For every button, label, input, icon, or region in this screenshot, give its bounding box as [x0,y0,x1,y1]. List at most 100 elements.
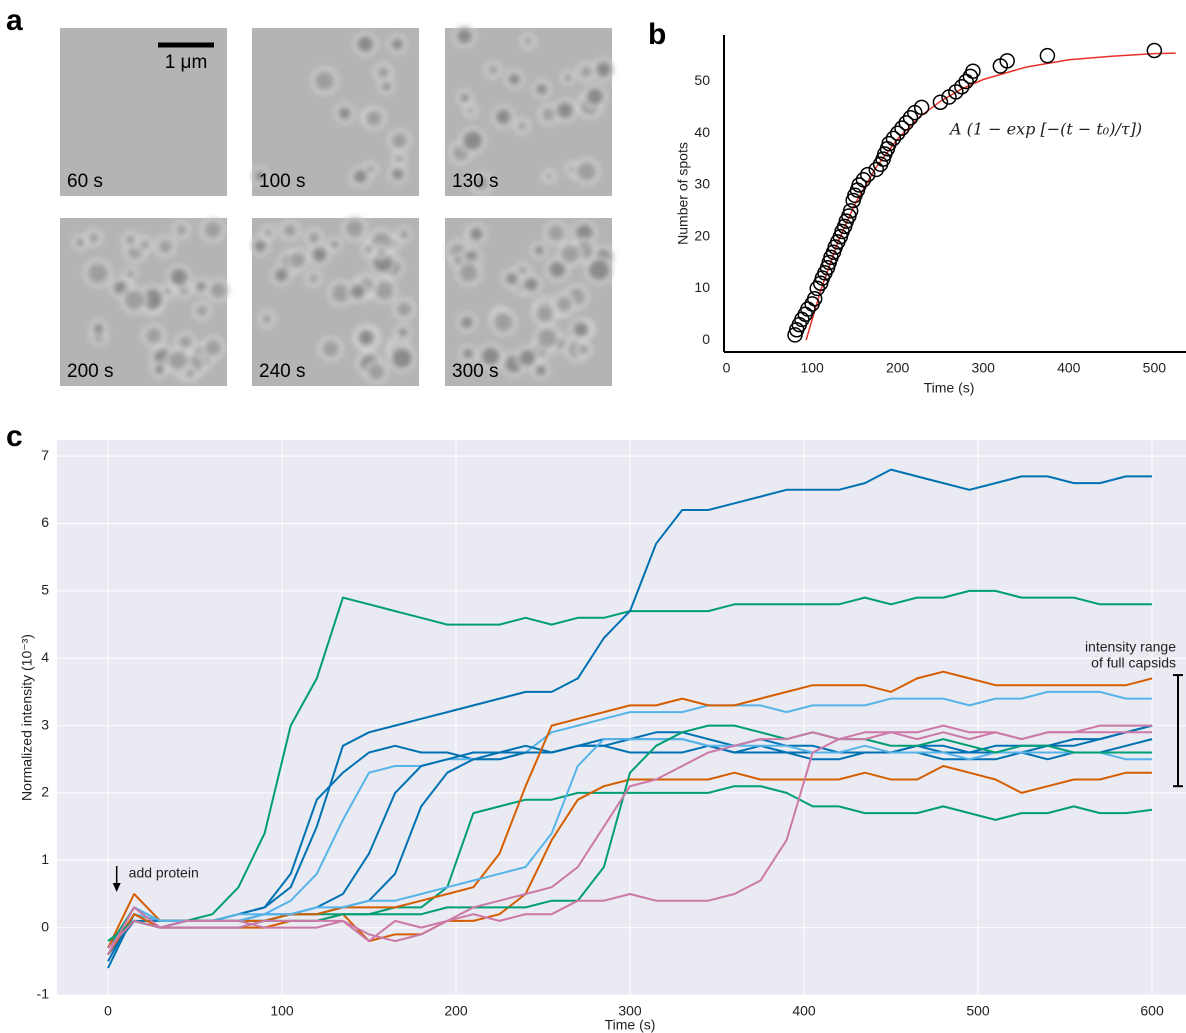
scale-bar-label: 1 μm [165,52,208,73]
spot [456,27,473,45]
spot [209,281,227,299]
arrow-label: add protein [129,865,199,881]
y-tick-label: 7 [41,447,49,463]
spot [139,239,151,251]
data-point [913,99,930,116]
data-point [859,166,876,183]
trace [107,670,1153,949]
data-point [855,172,872,188]
spot [473,175,490,192]
spot [75,237,85,248]
spot [289,251,307,269]
spot [517,121,527,132]
image-label: 300 s [452,361,498,382]
spot [311,246,328,263]
data-point [999,53,1015,69]
spot [308,272,319,284]
spot [374,280,395,301]
spot [314,70,336,92]
range-label: of full capsids [1091,655,1176,671]
data-point [806,290,823,307]
spot [356,35,375,53]
data-point [932,94,949,110]
y-tick-label: -1 [37,986,50,1002]
spot [576,161,597,182]
spot [376,66,390,80]
spot [178,335,193,350]
x-tick-label: 0 [723,360,731,376]
data-point [889,125,906,142]
trace [107,690,1153,956]
spot [533,245,545,257]
spot [253,239,267,253]
spot [518,348,537,367]
trace [107,468,1153,962]
image-label: 60 s [67,171,103,192]
spot [556,101,574,120]
spot [365,109,383,128]
spot [124,234,137,246]
spot [535,82,548,96]
image-label: 200 s [67,361,113,382]
x-tick-label: 200 [444,1003,468,1019]
spot [157,239,173,255]
spot [523,276,539,292]
spot [169,267,189,286]
spot [487,64,499,76]
range-label: intensity range [1085,639,1176,655]
x-tick-label: 100 [800,360,824,376]
spot [168,350,188,371]
spot [87,231,100,244]
spot [163,286,173,296]
spot [123,289,145,311]
spot [574,223,594,243]
trace [107,765,1153,956]
x-axis-label: Time (s) [924,380,975,396]
image-label: 100 s [259,171,305,192]
image-panel: 60 s 100 s 130 s 200 s 240 s 300 s 1 μm [60,24,615,386]
x-tick-label: 600 [1140,1003,1164,1019]
spot [261,313,273,325]
spot [92,322,105,335]
data-point [954,78,970,95]
data-point [1039,47,1056,64]
spot [307,231,321,245]
spot [397,327,409,338]
y-tick-label: 5 [41,582,49,598]
spot [493,312,514,333]
texture [250,32,411,188]
y-tick-label: 6 [41,514,49,530]
spot [394,153,405,164]
spot [391,167,405,181]
x-tick-label: 400 [792,1003,816,1019]
spot [462,347,474,360]
x-tick-label: 300 [618,1003,642,1019]
spot [480,346,501,367]
plot-background [57,440,1186,995]
spot [390,37,404,51]
y-tick-label: 4 [41,649,49,665]
spot [494,108,512,126]
spot [195,304,209,318]
spot [534,364,547,377]
spot [459,315,474,330]
x-axis-label: Time (s) [605,1017,656,1033]
trace [107,724,1153,956]
x-tick-label: 100 [270,1003,294,1019]
spot [541,106,557,123]
spot [396,301,413,318]
spot [469,226,484,242]
image-label: 130 s [452,171,498,192]
spot [523,36,533,46]
spot [330,240,340,249]
spot [578,344,590,356]
arrow-head [112,883,121,892]
image-label: 240 s [259,361,305,382]
spot [363,244,374,255]
x-tick-label: 500 [966,1003,990,1019]
spot [321,339,340,358]
data-point [894,120,910,136]
y-tick-label: 20 [694,227,710,243]
spot [204,339,222,357]
data-point [1146,42,1163,59]
